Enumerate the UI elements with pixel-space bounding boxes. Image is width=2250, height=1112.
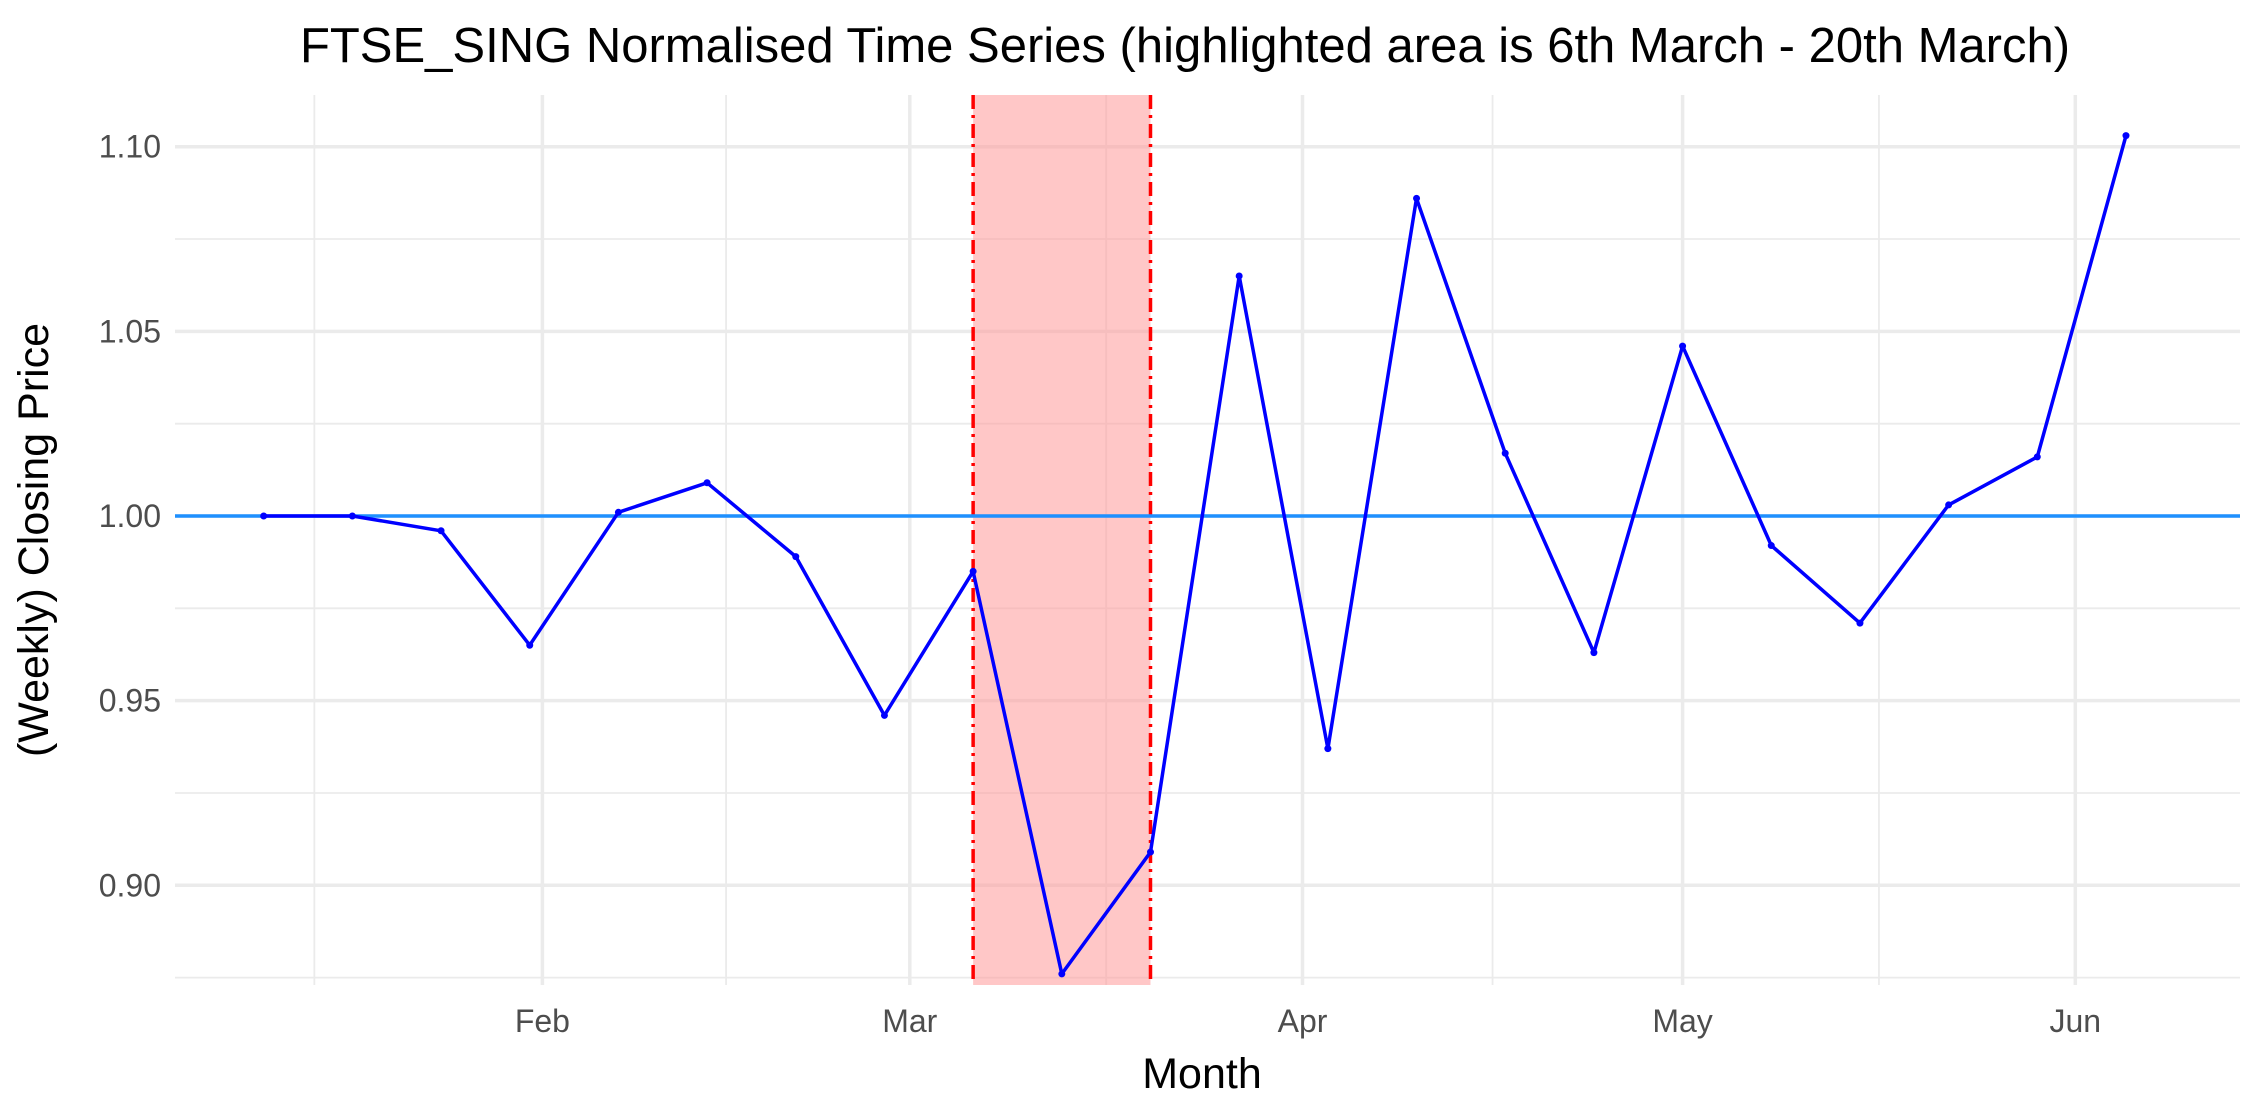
x-axis-title: Month bbox=[1142, 1050, 1262, 1098]
data-point bbox=[880, 711, 888, 719]
y-axis-title: (Weekly) Closing Price bbox=[10, 323, 58, 757]
y-tick-label: 0.90 bbox=[99, 867, 161, 903]
y-tick-label: 1.05 bbox=[99, 313, 161, 349]
data-point bbox=[1767, 542, 1775, 550]
data-point bbox=[1058, 970, 1066, 978]
x-axis-ticks: Feb Mar Apr May Jun bbox=[515, 1003, 2101, 1039]
data-point bbox=[2122, 132, 2130, 140]
data-point bbox=[526, 641, 534, 649]
y-tick-label: 1.10 bbox=[99, 129, 161, 165]
highlight-band bbox=[973, 95, 1151, 985]
data-point bbox=[1590, 649, 1598, 657]
data-point bbox=[1413, 194, 1421, 202]
data-point bbox=[792, 553, 800, 561]
y-tick-label: 0.95 bbox=[99, 683, 161, 719]
data-point bbox=[1856, 619, 1864, 627]
data-point bbox=[437, 527, 445, 535]
data-point bbox=[1324, 745, 1332, 753]
y-axis-ticks: 0.90 0.95 1.00 1.05 1.10 bbox=[99, 129, 161, 904]
data-point bbox=[260, 512, 268, 520]
data-point bbox=[1146, 848, 1154, 856]
data-point bbox=[1945, 501, 1953, 509]
data-point bbox=[969, 567, 977, 575]
data-point bbox=[703, 479, 711, 487]
series-line bbox=[263, 135, 2128, 976]
data-point bbox=[1235, 272, 1243, 280]
x-tick-label: Mar bbox=[882, 1003, 937, 1039]
data-point bbox=[1501, 449, 1509, 457]
series-layer bbox=[260, 132, 2130, 978]
major-gridlines bbox=[175, 95, 2240, 985]
data-point bbox=[614, 508, 622, 516]
x-tick-label: Apr bbox=[1278, 1003, 1328, 1039]
x-tick-label: May bbox=[1652, 1003, 1712, 1039]
x-tick-label: Feb bbox=[515, 1003, 570, 1039]
chart-title: FTSE_SING Normalised Time Series (highli… bbox=[300, 19, 2070, 73]
highlight-region bbox=[971, 95, 1153, 985]
x-tick-label: Jun bbox=[2050, 1003, 2102, 1039]
data-point bbox=[1679, 342, 1687, 350]
data-point bbox=[2033, 453, 2041, 461]
minor-gridlines bbox=[175, 95, 2240, 985]
data-point bbox=[348, 512, 356, 520]
y-tick-label: 1.00 bbox=[99, 498, 161, 534]
